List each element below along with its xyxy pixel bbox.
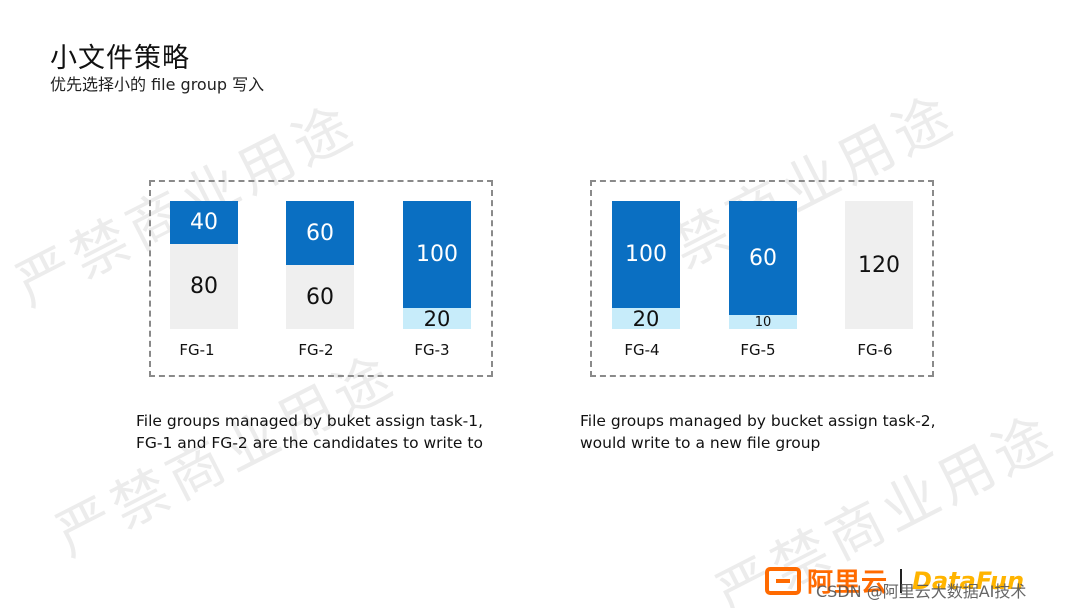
task-1-caption: File groups managed by buket assign task… bbox=[136, 410, 483, 454]
csdn-credit-watermark: CSDN @阿里云大数据AI技术 bbox=[816, 582, 1027, 601]
fg-2-column: 60 60 bbox=[286, 201, 354, 329]
fg-4-column: 100 20 bbox=[612, 201, 680, 331]
task-2-caption-line-1: File groups managed by bucket assign tas… bbox=[580, 412, 936, 430]
fg-1-used-segment: 40 bbox=[170, 201, 238, 244]
page-title: 小文件策略 bbox=[50, 43, 190, 74]
fg-5-column: 60 10 bbox=[729, 201, 797, 330]
aliyun-logo-icon bbox=[765, 566, 801, 595]
fg-5-small-file-segment: 10 bbox=[729, 315, 797, 330]
fg-5-label: FG-5 bbox=[740, 341, 776, 359]
fg-6-column: 120 bbox=[845, 201, 913, 329]
task-2-caption-line-2: would write to a new file group bbox=[580, 434, 821, 452]
task-2-file-groups-box bbox=[590, 180, 934, 377]
fg-4-label: FG-4 bbox=[624, 341, 660, 359]
fg-3-used-segment: 100 bbox=[403, 201, 471, 308]
fg-2-used-segment: 60 bbox=[286, 201, 354, 265]
fg-1-column: 40 80 bbox=[170, 201, 238, 329]
fg-3-small-file-segment: 20 bbox=[403, 307, 471, 331]
fg-5-used-segment: 60 bbox=[729, 201, 797, 315]
fg-6-free-segment: 120 bbox=[845, 201, 913, 329]
datafun-logo-text: DataFun bbox=[912, 566, 1025, 595]
task-1-caption-line-2: FG-1 and FG-2 are the candidates to writ… bbox=[136, 434, 483, 452]
fg-6-label: FG-6 bbox=[857, 341, 893, 359]
task-2-caption: File groups managed by bucket assign tas… bbox=[580, 410, 936, 454]
aliyun-logo-text: 阿里云 bbox=[807, 568, 889, 598]
page-subtitle: 优先选择小的 file group 写入 bbox=[50, 75, 265, 94]
footer-logos: 阿里云 DataFun bbox=[765, 562, 1024, 599]
logo-divider bbox=[900, 568, 903, 593]
task-1-caption-line-1: File groups managed by buket assign task… bbox=[136, 412, 484, 430]
fg-2-free-segment: 60 bbox=[286, 265, 354, 329]
fg-4-small-file-segment: 20 bbox=[612, 307, 680, 331]
fg-3-column: 100 20 bbox=[403, 201, 471, 331]
fg-3-label: FG-3 bbox=[414, 341, 450, 359]
fg-1-label: FG-1 bbox=[179, 341, 215, 359]
fg-2-label: FG-2 bbox=[298, 341, 334, 359]
task-1-file-groups-box bbox=[149, 180, 493, 377]
fg-4-used-segment: 100 bbox=[612, 201, 680, 308]
fg-1-free-segment: 80 bbox=[170, 244, 238, 329]
